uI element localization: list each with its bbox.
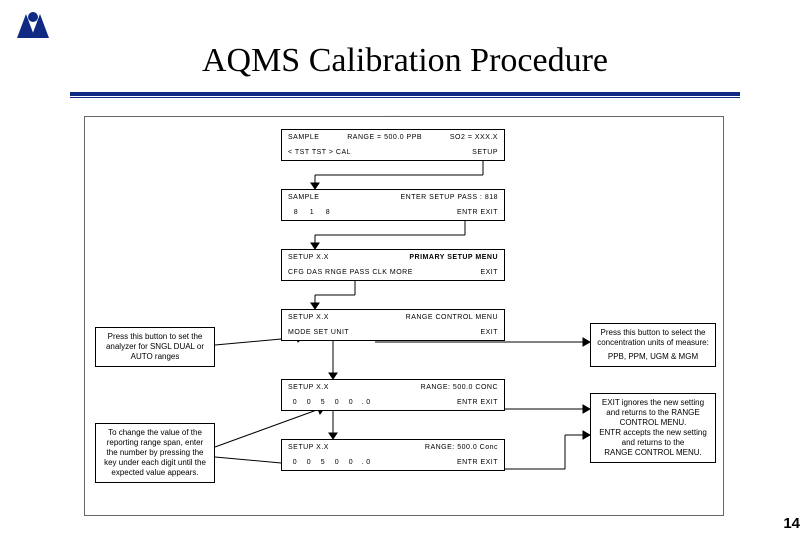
lcd-digit[interactable]: . 0 <box>358 399 374 406</box>
lcd-box-primary-menu: SETUP X.X PRIMARY SETUP MENU CFG DAS RNG… <box>281 249 505 281</box>
lcd-digit[interactable]: 0 <box>330 459 344 466</box>
lcd-digit[interactable]: 5 <box>316 459 330 466</box>
lcd-box-sample: SAMPLE RANGE = 500.0 PPB SO2 = XXX.X < T… <box>281 129 505 161</box>
lcd-text: SAMPLE <box>288 194 319 201</box>
title-rule <box>70 92 740 96</box>
note-text: PPB, PPM, UGM & MGM <box>597 352 709 362</box>
lcd-text: SETUP X.X <box>288 254 329 261</box>
lcd-text: RANGE: 500.0 CONC <box>421 384 498 391</box>
lcd-digit[interactable]: 8 <box>288 209 304 216</box>
lcd-softkey[interactable]: CFG DAS RNGE PASS CLK MORE <box>288 269 413 276</box>
lcd-digit[interactable]: 0 <box>302 399 316 406</box>
lcd-digit[interactable]: 5 <box>316 399 330 406</box>
lcd-box-range-conc-1: SETUP X.X RANGE: 500.0 CONC 0 0 5 0 0 . … <box>281 379 505 411</box>
note-change-value: To change the value of the reporting ran… <box>95 423 215 483</box>
lcd-text: SETUP X.X <box>288 444 329 451</box>
lcd-text: RANGE: 500.0 Conc <box>425 444 498 451</box>
lcd-box-pass: SAMPLE ENTER SETUP PASS : 818 8 1 8 ENTR… <box>281 189 505 221</box>
note-range-mode: Press this button to set the analyzer fo… <box>95 327 215 367</box>
lcd-softkey[interactable]: SETUP <box>472 149 498 156</box>
note-text: Press this button to select the concentr… <box>597 328 709 348</box>
lcd-text: RANGE CONTROL MENU <box>406 314 498 321</box>
lcd-box-range-conc-2: SETUP X.X RANGE: 500.0 Conc 0 0 5 0 0 . … <box>281 439 505 471</box>
lcd-text: SETUP X.X <box>288 314 329 321</box>
lcd-digit[interactable]: 8 <box>320 209 336 216</box>
lcd-softkey[interactable]: ENTR EXIT <box>457 459 498 466</box>
lcd-text: PRIMARY SETUP MENU <box>409 254 498 261</box>
lcd-digit[interactable]: 0 <box>330 399 344 406</box>
lcd-digit[interactable]: 0 <box>288 459 302 466</box>
lcd-softkey[interactable]: ENTR EXIT <box>457 209 498 216</box>
lcd-digit[interactable]: 1 <box>304 209 320 216</box>
lcd-text: ENTER SETUP PASS : 818 <box>401 194 499 201</box>
diagram-card: SAMPLE RANGE = 500.0 PPB SO2 = XXX.X < T… <box>84 116 724 516</box>
page-title: AQMS Calibration Procedure <box>0 42 810 80</box>
lcd-text: < TST TST > CAL <box>288 149 351 156</box>
lcd-digit[interactable]: 0 <box>288 399 302 406</box>
note-exit-entr: EXIT ignores the new setting and returns… <box>590 393 716 463</box>
lcd-text: RANGE = 500.0 PPB <box>347 134 422 141</box>
note-units: Press this button to select the concentr… <box>590 323 716 367</box>
lcd-digit[interactable]: 0 <box>344 459 358 466</box>
lcd-digit[interactable]: 0 <box>302 459 316 466</box>
lcd-softkey[interactable]: EXIT <box>480 329 498 336</box>
lcd-digit[interactable]: 0 <box>344 399 358 406</box>
lcd-softkey[interactable]: EXIT <box>480 269 498 276</box>
lcd-softkey[interactable]: MODE SET UNIT <box>288 329 349 336</box>
lcd-text: SO2 = XXX.X <box>450 134 498 141</box>
lcd-digit[interactable]: . 0 <box>358 459 374 466</box>
lcd-softkey[interactable]: ENTR EXIT <box>457 399 498 406</box>
page-number: 14 <box>783 515 800 532</box>
lcd-text: SAMPLE <box>288 134 319 141</box>
lcd-box-range-menu: SETUP X.X RANGE CONTROL MENU MODE SET UN… <box>281 309 505 341</box>
title-rule-thin <box>70 97 740 98</box>
lcd-text: SETUP X.X <box>288 384 329 391</box>
